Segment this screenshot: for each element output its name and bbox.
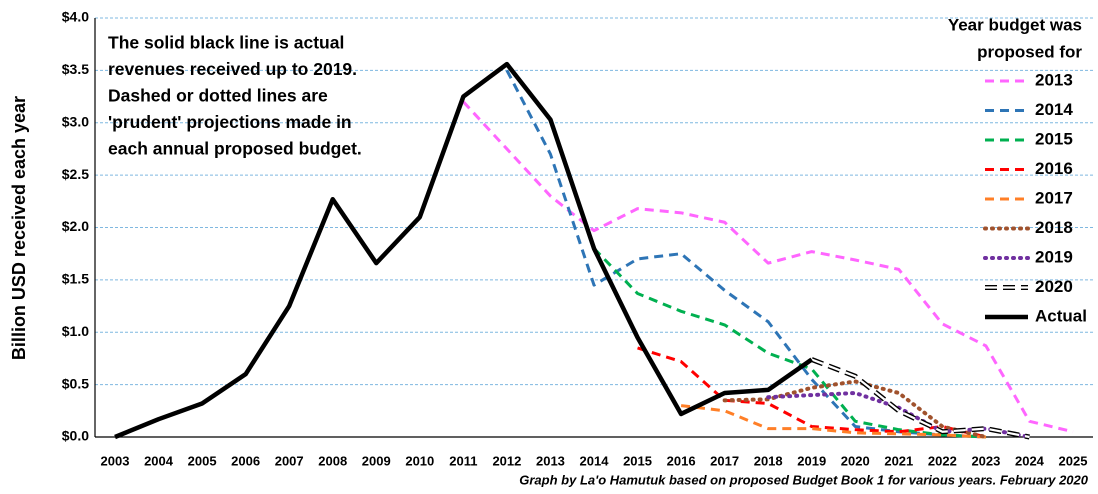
x-tick-label: 2018 [754, 453, 783, 468]
x-tick-label: 2010 [405, 453, 434, 468]
x-tick-label: 2017 [710, 453, 739, 468]
series-line [505, 69, 986, 439]
series-line [114, 61, 814, 440]
series-line [637, 346, 987, 439]
x-tick-label: 2020 [841, 453, 870, 468]
legend-title: Year budget was [948, 15, 1082, 34]
x-tick-label: 2019 [797, 453, 826, 468]
x-tick-label: 2006 [231, 453, 260, 468]
x-tick-label: 2013 [536, 453, 565, 468]
annotation-line: Dashed or dotted lines are [108, 86, 328, 106]
series-line [680, 404, 986, 439]
x-tick-label: 2009 [362, 453, 391, 468]
x-tick-label: 2022 [928, 453, 957, 468]
series-line-inner [811, 358, 1030, 439]
y-tick-label: $1.5 [62, 271, 89, 287]
legend-label: 2013 [1035, 70, 1073, 89]
series-line [462, 100, 1074, 434]
x-tick-label: 2012 [492, 453, 521, 468]
legend-label: 2017 [1035, 188, 1073, 207]
annotation-line: The solid black line is actual [108, 33, 344, 53]
annotation-line: 'prudent' projections made in [108, 112, 352, 132]
annotation-line: each annual proposed budget. [108, 139, 362, 159]
x-tick-label: 2016 [667, 453, 696, 468]
y-tick-label: $3.0 [62, 113, 89, 129]
x-tick-label: 2011 [449, 453, 477, 468]
x-tick-label: 2025 [1059, 453, 1088, 468]
legend-label: 2015 [1035, 129, 1073, 148]
series-line [592, 247, 986, 439]
legend-label: 2016 [1035, 159, 1073, 178]
x-tick-label: 2014 [580, 453, 610, 468]
y-tick-label: $4.0 [62, 9, 89, 25]
x-tick-label: 2023 [971, 453, 1000, 468]
x-tick-label: 2007 [275, 453, 304, 468]
legend-label: 2014 [1035, 100, 1073, 119]
y-tick-label: $1.0 [62, 323, 89, 339]
legend-label: 2018 [1035, 218, 1073, 237]
y-tick-label: $2.5 [62, 166, 89, 182]
legend-title: proposed for [977, 42, 1082, 61]
y-tick-label: $0.0 [62, 428, 89, 444]
series-line [810, 357, 1030, 440]
x-tick-label: 2015 [623, 453, 652, 468]
y-tick-label: $0.5 [62, 375, 89, 391]
legend-label: 2019 [1035, 247, 1073, 266]
x-tick-label: 2005 [188, 453, 217, 468]
x-tick-label: 2021 [884, 453, 913, 468]
x-tick-label: 2003 [101, 453, 130, 468]
y-axis-label: Billion USD received each year [9, 96, 29, 360]
source-note: Graph by La'o Hamutuk based on proposed … [519, 472, 1089, 487]
y-tick-label: $2.0 [62, 218, 89, 234]
series-line [722, 379, 988, 439]
x-tick-label: 2008 [318, 453, 347, 468]
legend-label: 2020 [1035, 277, 1073, 296]
annotation-line: revenues received up to 2019. [108, 59, 357, 79]
y-tick-label: $3.5 [62, 61, 89, 77]
legend-label: Actual [1035, 306, 1087, 325]
x-tick-label: 2024 [1015, 453, 1045, 468]
x-tick-label: 2004 [144, 453, 174, 468]
